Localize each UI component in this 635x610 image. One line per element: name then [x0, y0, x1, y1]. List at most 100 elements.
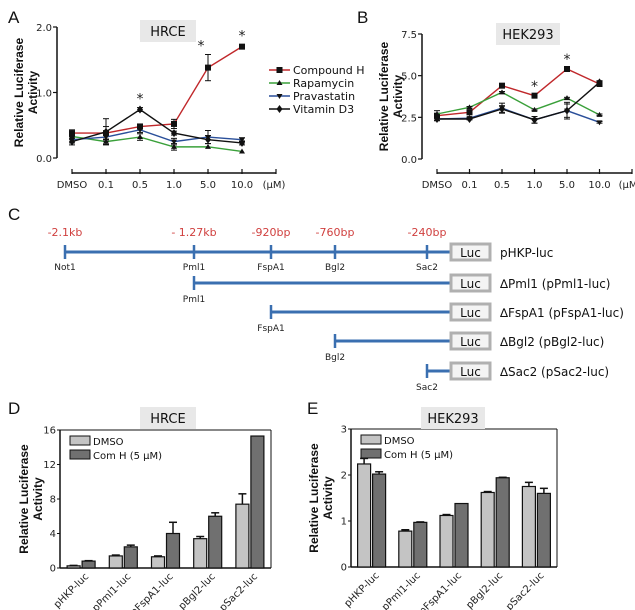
x-unit-label: (µM) — [263, 180, 286, 191]
data-point — [239, 138, 245, 147]
luc-label: Luc — [460, 306, 481, 320]
legend-swatch — [69, 449, 91, 460]
x-tick-label: 5.0 — [559, 180, 575, 191]
promoter-construct-diagram: -2.1kb - 1.27kb -920bp -760bp -240bp Not1 Pml1… — [48, 226, 624, 393]
site-label: Not1 — [54, 263, 76, 273]
y-tick-label: 4 — [50, 529, 56, 540]
bar-dmso — [357, 463, 372, 568]
legend-swatch — [360, 448, 382, 459]
luc-box — [449, 242, 492, 262]
y-label-line-1: Relative Luciferase — [12, 37, 26, 147]
data-point — [171, 120, 177, 127]
legend-marker — [276, 67, 283, 73]
luc-box — [449, 331, 492, 351]
data-point — [499, 89, 505, 95]
panel-letter-c: C — [8, 205, 20, 224]
x-tick-label: DMSO — [422, 180, 453, 191]
x-tick-label: pPml1-luc — [380, 570, 423, 610]
data-point — [596, 120, 603, 126]
y-tick-label: 3 — [341, 425, 347, 436]
data-point — [205, 135, 211, 144]
x-tick-label: 0.1 — [98, 180, 114, 191]
bar-com-h — [123, 546, 138, 569]
y-tick-label: 0.0 — [401, 155, 417, 166]
data-point — [564, 106, 570, 115]
site-label: Pml1 — [183, 295, 205, 305]
y-tick-label: 0 — [341, 563, 347, 574]
chart-title-box — [140, 407, 196, 429]
legend-label: Compound H — [293, 64, 365, 77]
data-point — [531, 106, 538, 112]
data-point — [596, 111, 603, 117]
bar-dmso — [521, 485, 537, 568]
position-label: -760bp — [316, 226, 355, 239]
data-point — [137, 123, 143, 130]
y-tick-label: 0.0 — [36, 154, 52, 165]
position-label: -240bp — [408, 226, 447, 239]
data-point — [171, 139, 177, 145]
y-tick-label: 12 — [43, 460, 56, 471]
legend-label: Rapamycin — [293, 77, 354, 90]
legend-marker — [276, 94, 283, 99]
y-label-line-1: Relative Luciferase — [307, 443, 321, 553]
bar-com-h — [372, 473, 387, 568]
data-point — [531, 92, 538, 99]
significance-star: * — [531, 79, 538, 95]
x-tick-label: pSac2-luc — [504, 570, 546, 610]
position-label: - 1.27kb — [171, 226, 216, 239]
luc-label: Luc — [460, 335, 481, 349]
data-point — [564, 66, 570, 72]
bar-dmso — [66, 565, 81, 569]
x-tick-label: 1.0 — [527, 180, 543, 191]
bar-dmso — [150, 556, 166, 569]
chart-title: HEK293 — [427, 412, 478, 427]
y-tick-label: 2.0 — [36, 23, 52, 34]
data-point — [171, 143, 177, 149]
x-tick-label: 0.5 — [132, 180, 148, 191]
luc-box — [449, 273, 492, 293]
series-line-compound-h — [436, 68, 600, 117]
y-label-line-1: Relative Luciferase — [17, 444, 31, 554]
y-axis-label: Relative LuciferaseActivity — [17, 444, 45, 554]
site-label: Sac2 — [416, 263, 438, 273]
bar-com-h — [250, 435, 265, 569]
panel-letter-a: A — [8, 8, 20, 27]
y-tick-label: 5.0 — [401, 72, 417, 83]
data-point — [466, 109, 473, 116]
y-axis-label: Relative LuciferaseActivity — [377, 41, 405, 151]
luc-label: Luc — [460, 246, 481, 260]
x-tick-label: pBgl2-luc — [464, 570, 505, 610]
luc-label: Luc — [460, 277, 481, 291]
chart-title: HRCE — [150, 412, 185, 427]
data-point — [564, 95, 570, 101]
bar-com-h — [165, 532, 181, 569]
chart-b-hek293-line: 0.0 2.5 5.0 7.5 DMSO 0.1 0.5 1.0 5.0 10.0 (µM) Rela… — [377, 23, 635, 191]
legend-marker — [276, 80, 283, 85]
panel-letter-b: B — [357, 8, 368, 27]
data-point — [499, 82, 505, 89]
legend-swatch — [360, 434, 382, 445]
y-tick-label: 0 — [50, 564, 56, 575]
construct-label: ∆Pml1 (pPml1-luc) — [499, 277, 610, 291]
data-point — [239, 43, 245, 50]
site-label: Pml1 — [183, 263, 205, 273]
significance-star: * — [198, 39, 205, 55]
legend-label: Com H (5 µM) — [93, 451, 162, 462]
data-point — [499, 105, 505, 113]
data-point — [137, 105, 143, 114]
chart-title-box — [140, 20, 196, 42]
bar-dmso — [235, 503, 250, 569]
data-point — [596, 78, 603, 87]
luc-box — [449, 361, 492, 381]
series-line-pravastatin — [436, 107, 600, 123]
x-tick-label: pBgl2-luc — [177, 571, 218, 610]
position-label: -2.1kb — [48, 226, 83, 239]
site-label: Bgl2 — [325, 263, 345, 273]
data-point — [466, 115, 473, 123]
data-point — [205, 143, 211, 149]
legend-swatch — [69, 435, 91, 446]
y-label-line-1: Relative Luciferase — [377, 41, 391, 151]
bar-dmso — [439, 514, 454, 568]
chart-title-box — [421, 407, 485, 429]
